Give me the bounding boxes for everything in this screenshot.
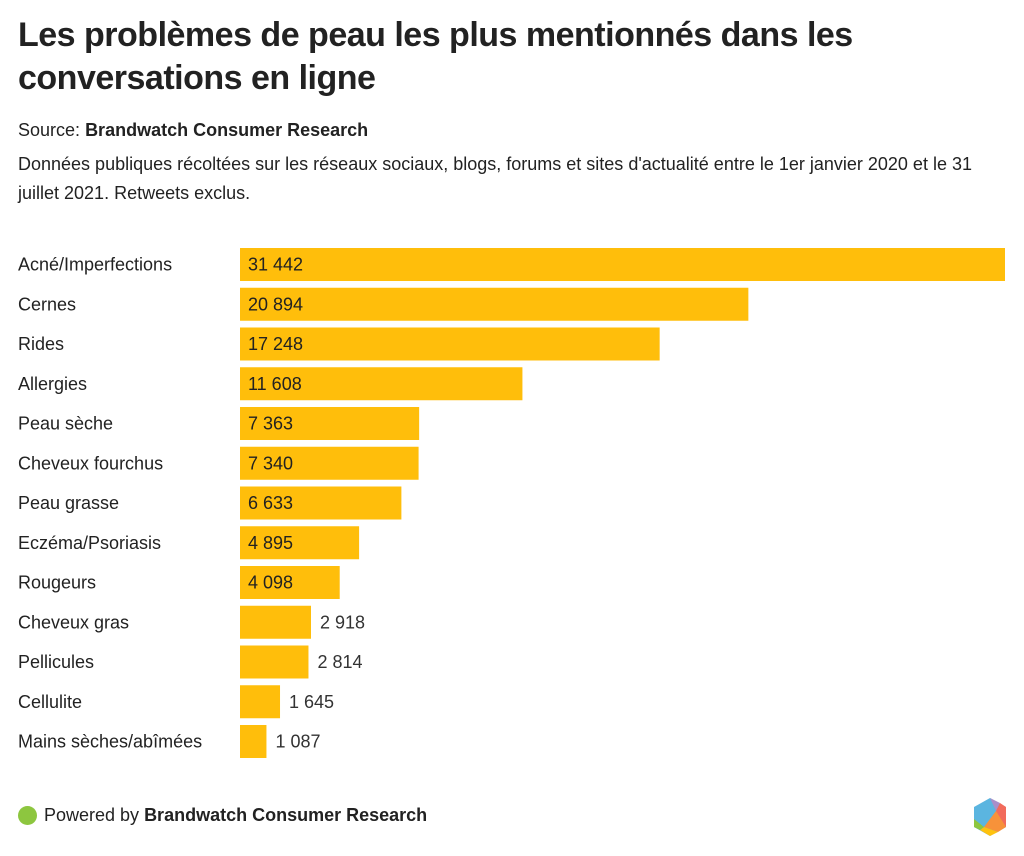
- category-label: Mains sèches/abîmées: [18, 732, 202, 752]
- source-name: Brandwatch Consumer Research: [85, 120, 369, 140]
- category-label: Cheveux fourchus: [18, 453, 163, 473]
- bar[interactable]: [240, 367, 523, 401]
- value-label: 1 087: [275, 732, 320, 752]
- value-label: 31 442: [248, 255, 303, 275]
- value-label: 20 894: [248, 294, 303, 314]
- value-label: 11 608: [248, 374, 302, 394]
- bar[interactable]: [240, 725, 267, 758]
- value-label: 7 363: [248, 414, 293, 434]
- value-label: 4 895: [248, 533, 293, 553]
- chart-description: Données publiques récoltées sur les rése…: [18, 154, 972, 203]
- category-label: Peau sèche: [18, 414, 113, 434]
- category-label: Eczéma/Psoriasis: [18, 533, 161, 553]
- chart-title: Les problèmes de peau les plus mentionné…: [18, 16, 853, 97]
- value-label: 6 633: [248, 493, 293, 513]
- bar[interactable]: [240, 566, 340, 599]
- powered-by-label: Powered by: [44, 805, 140, 825]
- bar[interactable]: [240, 407, 420, 440]
- value-label: 1 645: [289, 692, 334, 712]
- bar[interactable]: [240, 645, 309, 679]
- value-label: 2 814: [317, 652, 362, 672]
- source-label: Source:: [18, 120, 81, 140]
- value-label: 4 098: [248, 573, 293, 593]
- category-label: Pellicules: [18, 652, 94, 672]
- bar[interactable]: [240, 685, 281, 719]
- value-label: 2 918: [320, 612, 365, 632]
- status-dot-icon: [18, 805, 37, 825]
- source-line: Source: Brandwatch Consumer Research: [18, 118, 368, 142]
- category-label: Rides: [18, 334, 64, 354]
- value-label: 17 248: [248, 334, 303, 354]
- bar[interactable]: [240, 287, 749, 321]
- category-label: Cernes: [18, 294, 76, 314]
- bar-chart: Acné/Imperfections 31 442 Cernes 20 894 Ride…: [18, 248, 1005, 758]
- category-label: Cellulite: [18, 692, 82, 712]
- bar[interactable]: [240, 486, 402, 520]
- category-label: Rougeurs: [18, 573, 96, 593]
- category-label: Acné/Imperfections: [18, 255, 172, 275]
- bar[interactable]: [240, 248, 1005, 281]
- bar[interactable]: [240, 327, 660, 361]
- value-label: 7 340: [248, 453, 293, 473]
- category-label: Allergies: [18, 374, 87, 394]
- footer-attribution: Powered by Brandwatch Consumer Research: [18, 803, 427, 827]
- bar[interactable]: [240, 526, 360, 560]
- category-label: Cheveux gras: [18, 612, 129, 632]
- bar[interactable]: [240, 446, 419, 480]
- category-label: Peau grasse: [18, 493, 119, 513]
- brandwatch-logo-icon: [974, 798, 1006, 836]
- bar[interactable]: [240, 605, 311, 639]
- powered-by-name: Brandwatch Consumer Research: [144, 805, 428, 825]
